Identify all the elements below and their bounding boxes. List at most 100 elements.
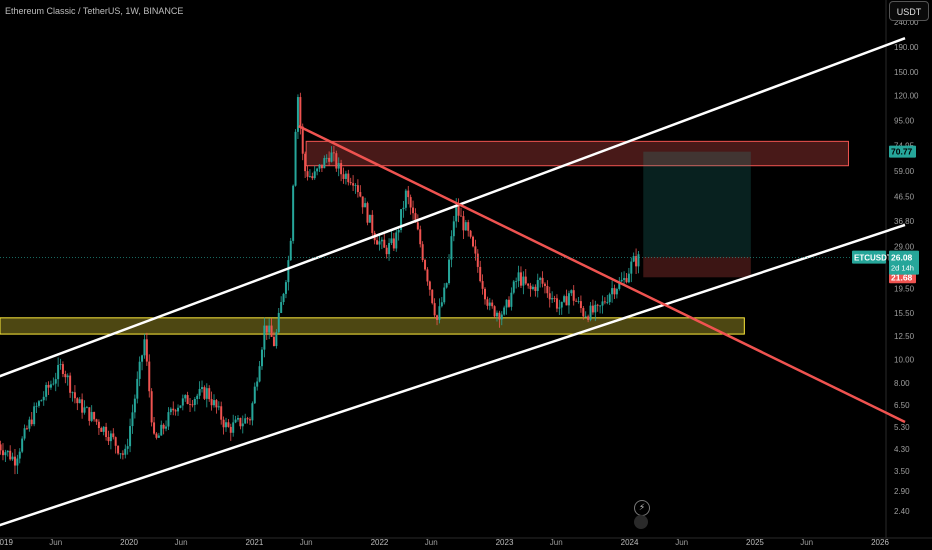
candle-body [565, 296, 568, 306]
loss-zone[interactable] [643, 256, 751, 278]
candle-body [366, 203, 369, 223]
candle-body [505, 299, 508, 308]
candle-body [260, 349, 263, 367]
candle-body [251, 403, 254, 421]
candle-body [61, 364, 64, 374]
channel-upper-line[interactable] [0, 37, 906, 378]
candle-body [13, 456, 16, 466]
candle-body [59, 364, 62, 365]
candle-body [414, 213, 417, 223]
candle-body [201, 387, 204, 389]
candle-body [443, 287, 446, 303]
candle-body [409, 197, 412, 208]
price-tick-label: 2.90 [894, 487, 910, 496]
candle-body [320, 164, 323, 169]
time-tick-label: 2025 [746, 538, 764, 547]
candle-body [263, 325, 266, 350]
candle-body [419, 229, 422, 245]
candle-body [23, 428, 26, 439]
candle-body [93, 412, 96, 420]
currency-button[interactable]: USDT [889, 1, 929, 21]
candle-body [107, 437, 110, 442]
candle-body [483, 288, 486, 300]
candle-body [289, 240, 292, 261]
time-axis[interactable]: 2019 Jun 2020 Jun 2021 Jun 2022 Jun 2023 Jun 2024 J… [0, 538, 889, 547]
candle-body [479, 266, 482, 282]
candle-body [198, 388, 201, 396]
price-tick-label: 15.50 [894, 309, 915, 318]
candle-body [515, 281, 518, 282]
support-zone[interactable] [0, 317, 745, 335]
candle-body [179, 405, 182, 408]
candle-body [553, 298, 556, 299]
candle-body [541, 277, 544, 284]
take-profit-marker-label: 70.77 [891, 147, 913, 157]
candle-body [445, 283, 448, 288]
candle-body [476, 253, 479, 267]
candle-body [141, 355, 144, 362]
candle-body [318, 164, 321, 169]
candle-body [416, 222, 419, 230]
price-tick-label: 10.00 [894, 355, 915, 364]
candle-body [102, 426, 105, 432]
candle-body [253, 386, 256, 404]
candle-body [143, 339, 146, 356]
candle-body [181, 398, 184, 406]
position-tool[interactable] [643, 151, 751, 278]
candle-body [131, 412, 134, 427]
candle-body [572, 290, 575, 301]
channel-lower-line[interactable] [0, 223, 906, 527]
candle-body [548, 293, 551, 300]
candle-body [196, 395, 199, 400]
resistance-zone[interactable] [305, 140, 849, 167]
candle-body [129, 426, 132, 447]
candle-body [69, 375, 72, 393]
trendline-line[interactable] [298, 125, 906, 424]
candle-body [543, 283, 546, 286]
price-tick-label: 4.30 [894, 445, 910, 454]
candle-body [354, 185, 357, 186]
candle-body [64, 373, 67, 378]
candle-body [522, 276, 525, 286]
candle-body [589, 305, 592, 320]
drawn-lines-layer[interactable] [0, 37, 906, 527]
candle-body [222, 419, 225, 428]
candle-body [148, 361, 151, 392]
candle-body [433, 303, 436, 316]
candle-body [136, 378, 139, 399]
candle-body [71, 392, 74, 394]
candle-body [388, 243, 391, 255]
candle-body [364, 203, 367, 208]
candle-body [256, 381, 259, 387]
candle-body [368, 214, 371, 223]
lightning-icon[interactable]: ⚡ [634, 500, 650, 516]
candle-body [45, 384, 48, 397]
candle-body [452, 221, 455, 237]
candle-body [558, 307, 561, 309]
candle-body [467, 222, 470, 231]
price-axis[interactable]: 240.00190.00150.00120.0095.0074.9559.004… [894, 18, 919, 516]
candle-body [601, 301, 604, 306]
time-tick-label: Jun [675, 538, 688, 547]
candle-body [608, 294, 611, 303]
candle-body [378, 241, 381, 245]
scroll-to-realtime-button[interactable] [634, 515, 648, 529]
candle-body [203, 387, 206, 399]
chart-title: Ethereum Classic / TetherUS, 1W, BINANCE [5, 6, 184, 16]
candle-body [519, 272, 522, 286]
candle-body [109, 433, 112, 442]
candle-body [301, 126, 304, 154]
price-tick-label: 3.50 [894, 467, 910, 476]
price-tick-label: 150.00 [894, 68, 919, 77]
candle-body [344, 173, 347, 179]
candle-body [229, 426, 232, 433]
candle-body [431, 289, 434, 304]
candle-body [328, 157, 331, 162]
candle-body [371, 214, 374, 233]
candle-body [85, 407, 88, 409]
candle-body [220, 406, 223, 420]
profit-zone[interactable] [643, 151, 751, 257]
candle-body [33, 406, 36, 425]
